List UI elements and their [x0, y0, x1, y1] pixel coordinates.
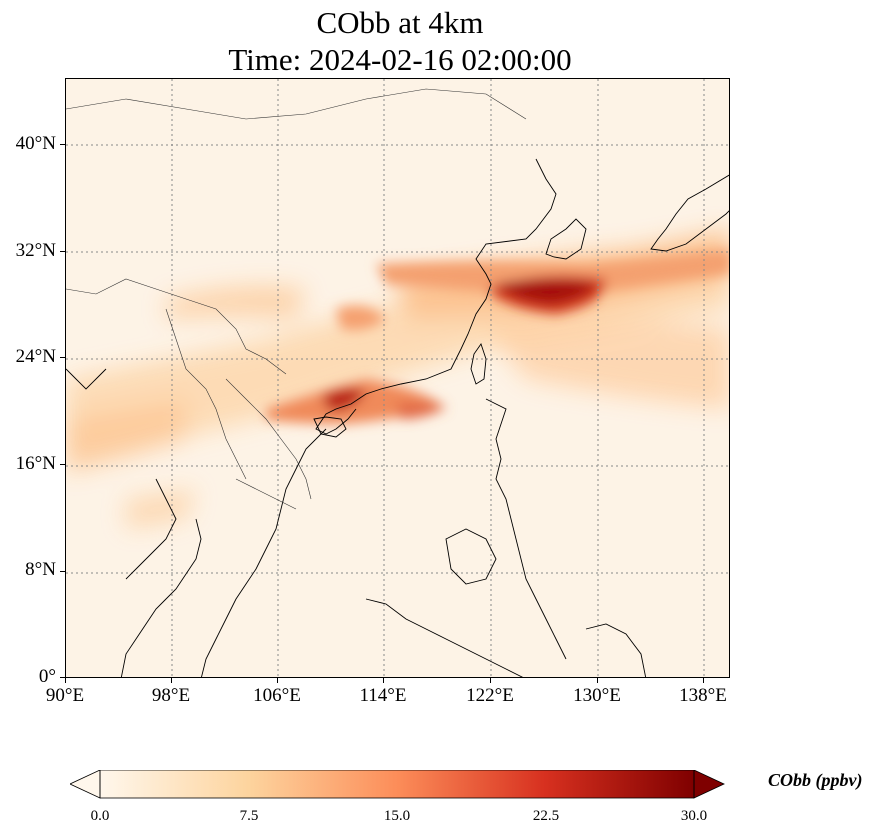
map-title-line-1: CObb at 4km [316, 5, 484, 40]
lat-tick-16n [60, 464, 65, 465]
lat-tick-label-32n: 32°N [15, 240, 56, 261]
lon-tick-98e [171, 678, 172, 683]
lon-tick-label-98e: 98°E [151, 685, 191, 706]
map-gridlines [66, 79, 729, 677]
colorbar-label: CObb (ppbv) [768, 770, 863, 790]
lon-tick-label-106e: 106°E [253, 685, 301, 706]
lon-tick-label-138e: 138°E [679, 685, 727, 706]
lon-tick-label-114e: 114°E [359, 685, 407, 706]
colorbar-extend-max-arrow [693, 770, 725, 799]
lat-tick-24n [60, 357, 65, 358]
lat-tick-label-8n: 8°N [25, 559, 56, 580]
lon-tick-138e [703, 678, 704, 683]
lon-tick-130e [597, 678, 598, 683]
lon-tick-90e [65, 678, 66, 683]
colorbar-tick-label-30: 30.0 [680, 808, 708, 824]
lon-tick-label-90e: 90°E [45, 685, 85, 706]
colorbar-tick-label-15: 15.0 [383, 808, 411, 824]
lon-tick-122e [490, 678, 491, 683]
country-borders [66, 88, 527, 510]
lat-tick-label-0: 0° [38, 666, 56, 687]
colorbar [70, 770, 725, 799]
lat-tick-label-16n: 16°N [15, 453, 56, 474]
lon-tick-label-130e: 130°E [573, 685, 621, 706]
map-title-line-2: Time: 2024-02-16 02:00:00 [228, 42, 572, 77]
colorbar-tick-label-22-5: 22.5 [532, 808, 560, 824]
lon-tick-114e [383, 678, 384, 683]
lat-tick-40n [60, 144, 65, 145]
lat-tick-label-24n: 24°N [15, 346, 56, 367]
colorbar-extend-min-arrow [70, 770, 101, 799]
coastlines [66, 158, 729, 677]
map-panel [65, 78, 730, 678]
lon-tick-106e [277, 678, 278, 683]
colorbar-tick-label-0: 0.0 [90, 808, 110, 824]
co-concentration-field [66, 229, 729, 529]
lon-tick-label-122e: 122°E [466, 685, 514, 706]
lat-tick-0 [60, 677, 65, 678]
colorbar-gradient [100, 770, 694, 798]
colorbar-tick-label-7-5: 7.5 [239, 808, 259, 824]
lat-tick-32n [60, 251, 65, 252]
lat-tick-label-40n: 40°N [15, 133, 56, 154]
lat-tick-8n [60, 571, 65, 572]
map-canvas [66, 79, 729, 677]
